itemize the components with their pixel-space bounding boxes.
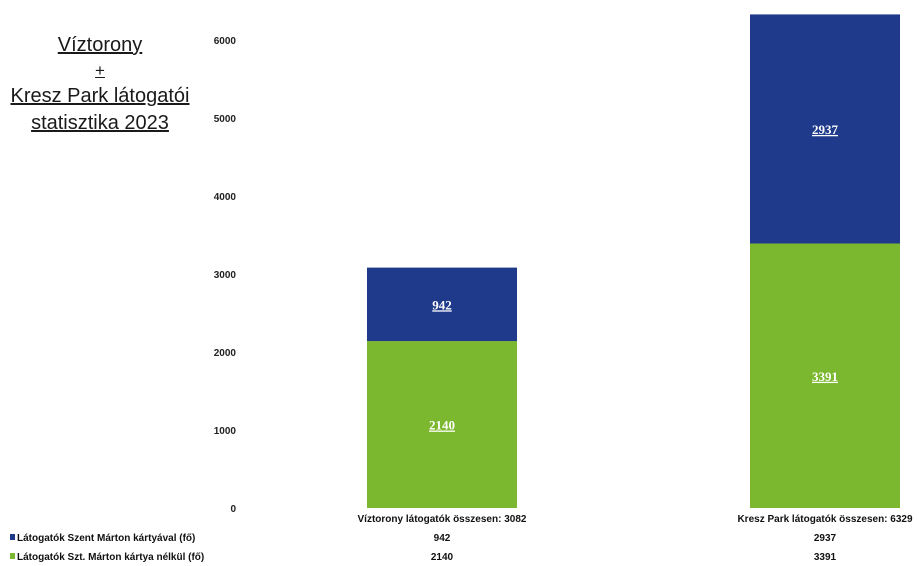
data-label: 3391: [812, 369, 838, 384]
legend-swatch: [10, 534, 15, 540]
y-tick-label: 4000: [214, 192, 237, 203]
table-value-without-card: 3391: [814, 552, 837, 563]
table-value-without-card: 2140: [431, 552, 454, 563]
table-value-with-card: 942: [434, 533, 451, 544]
y-tick-label: 0: [230, 504, 236, 515]
y-tick-label: 6000: [214, 36, 237, 47]
table-value-with-card: 2937: [814, 533, 837, 544]
y-tick-label: 3000: [214, 270, 237, 281]
y-tick-label: 1000: [214, 426, 237, 437]
y-tick-label: 5000: [214, 114, 237, 125]
data-label: 2140: [429, 418, 455, 433]
data-label: 2937: [812, 122, 839, 137]
category-label: Víztorony látogatók összesen: 3082: [358, 514, 527, 525]
category-label: Kresz Park látogatók összesen: 6329: [737, 514, 913, 525]
legend-label: Látogatók Szt. Márton kártya nélkül (fő): [17, 552, 204, 563]
legend-label: Látogatók Szent Márton kártyával (fő): [17, 533, 195, 544]
data-label: 942: [432, 297, 452, 312]
y-tick-label: 2000: [214, 348, 237, 359]
legend-swatch: [10, 553, 15, 559]
